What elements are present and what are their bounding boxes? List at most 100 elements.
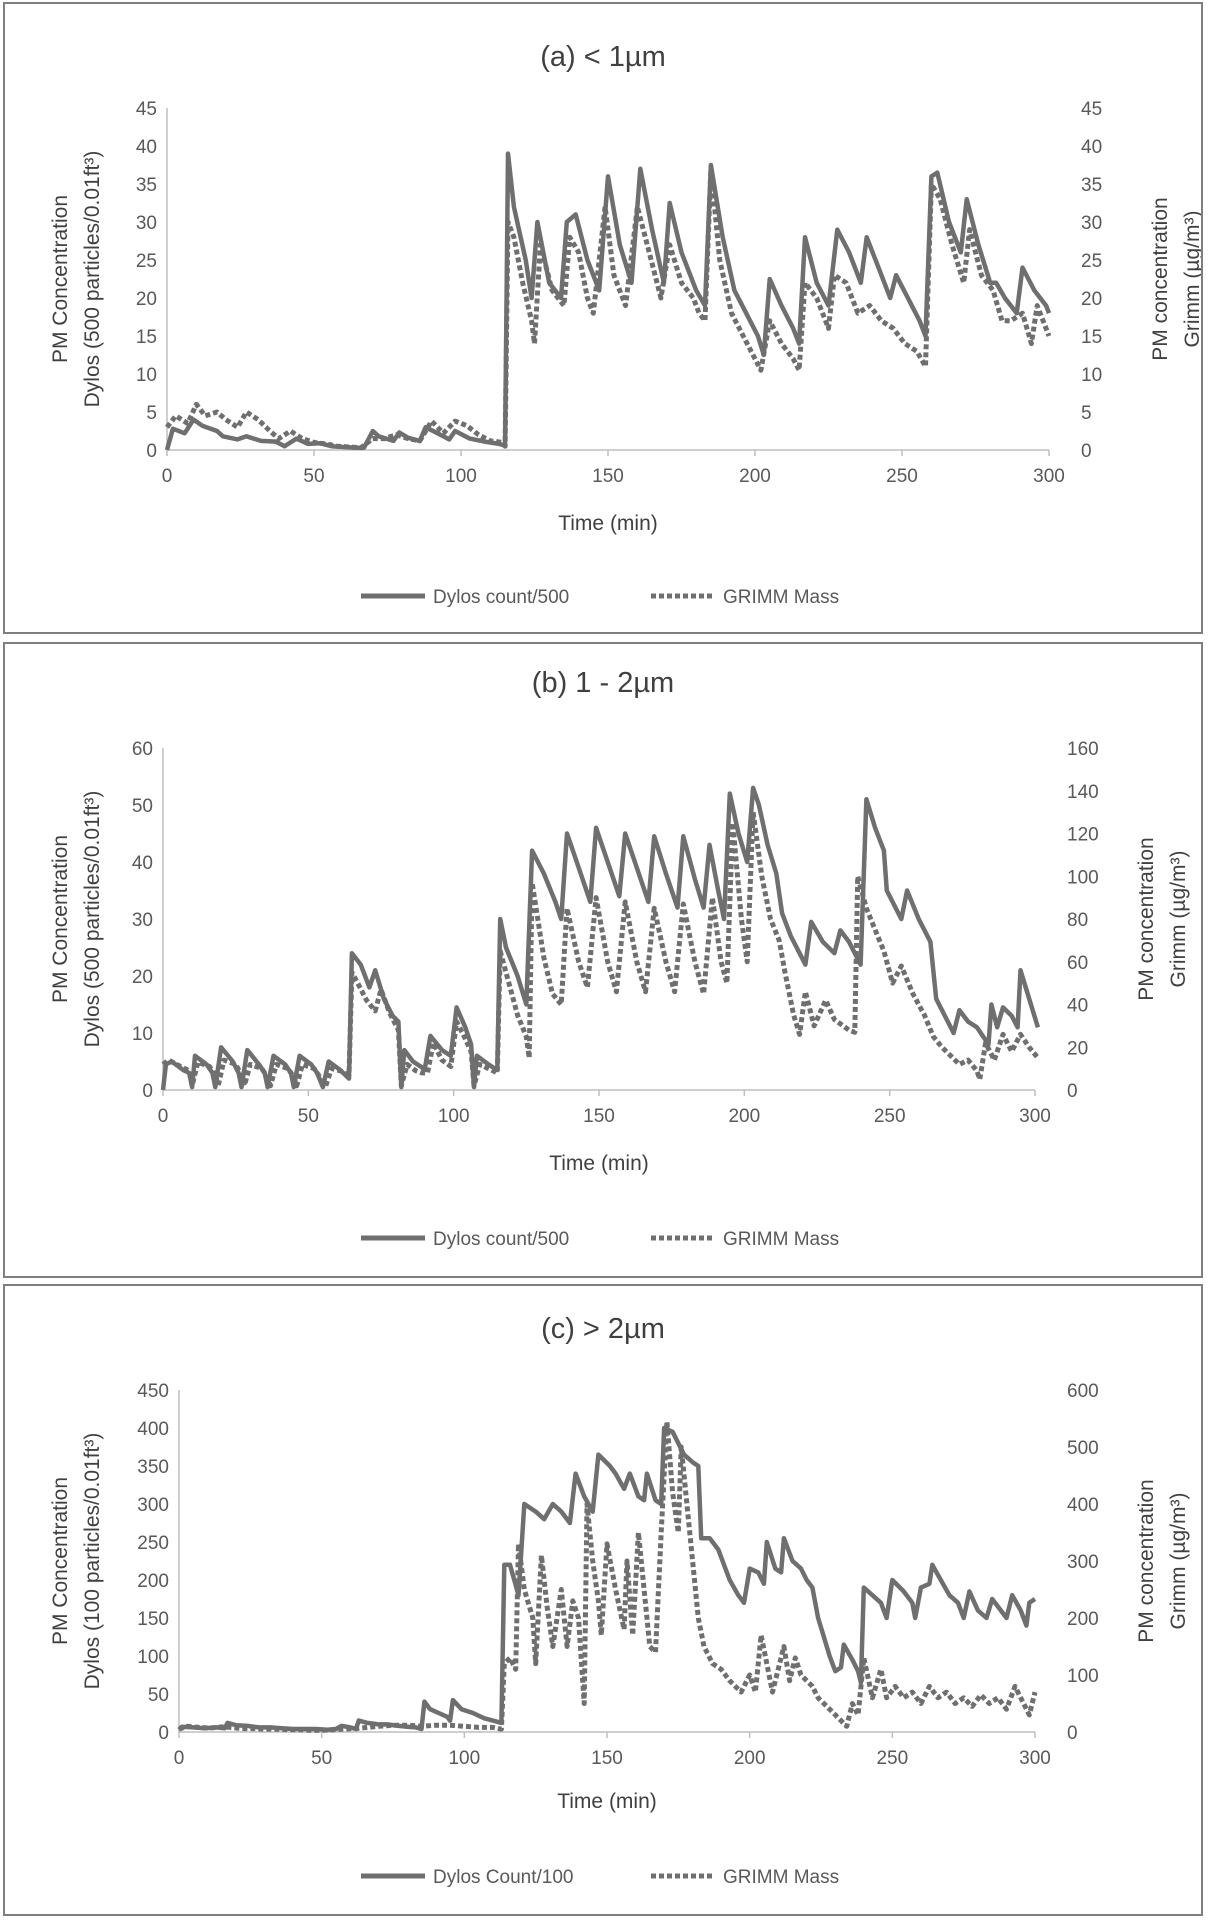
y-left-tick-label: 10 <box>136 365 157 386</box>
legend-label: Dylos Count/100 <box>433 1867 573 1888</box>
series-line-dylos <box>177 1425 1037 1732</box>
y-left-tick-label: 25 <box>136 251 157 272</box>
legend-label: Dylos count/500 <box>433 1229 569 1250</box>
y-left-tick-label: 40 <box>132 853 153 874</box>
x-tick-label: 200 <box>734 1748 766 1769</box>
y-right-tick-label: 200 <box>1067 1609 1099 1630</box>
x-tick-label: 50 <box>303 466 324 487</box>
y-right-axis-label: PM concentration <box>1135 1479 1158 1642</box>
y-left-tick-label: 35 <box>136 175 157 196</box>
series-line-grimm <box>165 166 1052 451</box>
y-right-tick-label: 500 <box>1067 1438 1099 1459</box>
y-left-tick-label: 50 <box>148 1685 169 1706</box>
y-right-tick-label: 120 <box>1067 825 1099 846</box>
x-tick-label: 100 <box>438 1106 470 1127</box>
y-left-tick-label: 10 <box>132 1024 153 1045</box>
y-left-tick-label: 0 <box>146 441 157 462</box>
legend-label: GRIMM Mass <box>723 1229 839 1250</box>
y-left-axis-label: PM Concentration <box>49 835 72 1003</box>
y-left-tick-label: 0 <box>142 1081 153 1102</box>
y-right-axis-label: PM concentration <box>1149 197 1172 360</box>
x-tick-label: 100 <box>448 1748 480 1769</box>
x-tick-label: 300 <box>1019 1106 1051 1127</box>
y-right-tick-label: 20 <box>1081 289 1102 310</box>
y-left-tick-label: 30 <box>136 213 157 234</box>
y-left-tick-label: 5 <box>146 403 157 424</box>
x-tick-label: 250 <box>874 1106 906 1127</box>
y-right-tick-label: 0 <box>1067 1081 1078 1102</box>
chart-panel-a: (a) < 1µm 0 50 100 150 200 250 300 0 5 10 15 20 25 30 3… <box>3 2 1203 634</box>
y-right-tick-label: 35 <box>1081 175 1102 196</box>
y-left-tick-label: 100 <box>137 1647 169 1668</box>
x-tick-label: 200 <box>728 1106 760 1127</box>
y-left-tick-label: 200 <box>137 1571 169 1592</box>
x-tick-label: 250 <box>886 466 918 487</box>
y-right-axis-label: PM concentration <box>1135 837 1158 1000</box>
y-left-tick-label: 40 <box>136 137 157 158</box>
y-right-tick-label: 80 <box>1067 910 1088 931</box>
y-left-tick-label: 450 <box>137 1381 169 1402</box>
y-right-tick-label: 20 <box>1067 1038 1088 1059</box>
y-left-tick-label: 300 <box>137 1495 169 1516</box>
y-left-tick-label: 20 <box>136 289 157 310</box>
y-left-axis-label: Dylos (100 particles/0.01ft³) <box>81 1433 104 1690</box>
y-left-tick-label: 150 <box>137 1609 169 1630</box>
x-tick-label: 150 <box>583 1106 615 1127</box>
x-tick-label: 0 <box>174 1748 185 1769</box>
y-right-tick-label: 100 <box>1067 867 1099 888</box>
y-right-tick-label: 30 <box>1081 213 1102 234</box>
legend-label: GRIMM Mass <box>723 587 839 608</box>
x-axis-label: Time (min) <box>558 512 658 535</box>
x-tick-label: 250 <box>876 1748 908 1769</box>
series-line-dylos <box>164 151 1052 451</box>
series-line-dylos <box>160 785 1041 1091</box>
y-left-tick-label: 15 <box>136 327 157 348</box>
x-tick-label: 150 <box>592 466 624 487</box>
y-right-tick-label: 400 <box>1067 1495 1099 1516</box>
y-left-axis-label: Dylos (500 particles/0.01ft³) <box>81 791 104 1048</box>
chart-title: (a) < 1µm <box>540 41 666 73</box>
y-right-axis-label: Grimm (µg/m³) <box>1181 211 1201 348</box>
x-tick-label: 50 <box>298 1106 319 1127</box>
y-left-axis-label: Dylos (500 particles/0.01ft³) <box>81 151 104 408</box>
y-left-tick-label: 45 <box>136 99 157 120</box>
y-right-tick-label: 160 <box>1067 739 1099 760</box>
y-right-tick-label: 40 <box>1067 996 1088 1017</box>
y-left-tick-label: 50 <box>132 796 153 817</box>
y-right-tick-label: 140 <box>1067 782 1099 803</box>
legend-label: GRIMM Mass <box>723 1867 839 1888</box>
y-left-axis-label: PM Concentration <box>49 195 72 363</box>
series-line-grimm <box>178 1418 1038 1733</box>
x-tick-label: 300 <box>1019 1748 1051 1769</box>
y-right-tick-label: 0 <box>1067 1723 1078 1744</box>
y-right-axis-label: Grimm (µg/m³) <box>1167 1493 1190 1630</box>
y-left-tick-label: 0 <box>158 1723 169 1744</box>
y-right-tick-label: 25 <box>1081 251 1102 272</box>
y-left-axis-label: PM Concentration <box>49 1477 72 1645</box>
x-tick-label: 200 <box>739 466 771 487</box>
y-right-tick-label: 0 <box>1081 441 1092 462</box>
chart-title: (b) 1 - 2µm <box>532 667 674 699</box>
y-left-tick-label: 20 <box>132 967 153 988</box>
x-axis-label: Time (min) <box>557 1790 657 1813</box>
y-left-tick-label: 350 <box>137 1457 169 1478</box>
y-right-tick-label: 10 <box>1081 365 1102 386</box>
legend-label: Dylos count/500 <box>433 587 569 608</box>
x-tick-label: 300 <box>1033 466 1065 487</box>
y-right-tick-label: 40 <box>1081 137 1102 158</box>
x-tick-label: 0 <box>158 1106 169 1127</box>
chart-svg: (c) > 2µm 0 50 100 150 200 250 300 0 50 100 150 200 2… <box>49 1313 1190 1888</box>
y-right-tick-label: 300 <box>1067 1552 1099 1573</box>
x-tick-label: 100 <box>445 466 477 487</box>
y-right-tick-label: 5 <box>1081 403 1092 424</box>
y-left-tick-label: 60 <box>132 739 153 760</box>
y-left-tick-label: 250 <box>137 1533 169 1554</box>
y-right-tick-label: 60 <box>1067 953 1088 974</box>
y-right-tick-label: 45 <box>1081 99 1102 120</box>
x-tick-label: 0 <box>162 466 173 487</box>
y-right-tick-label: 100 <box>1067 1666 1099 1687</box>
x-axis-label: Time (min) <box>549 1152 649 1175</box>
chart-panel-c: (c) > 2µm 0 50 100 150 200 250 300 0 50 100 150 200 2… <box>3 1284 1203 1916</box>
